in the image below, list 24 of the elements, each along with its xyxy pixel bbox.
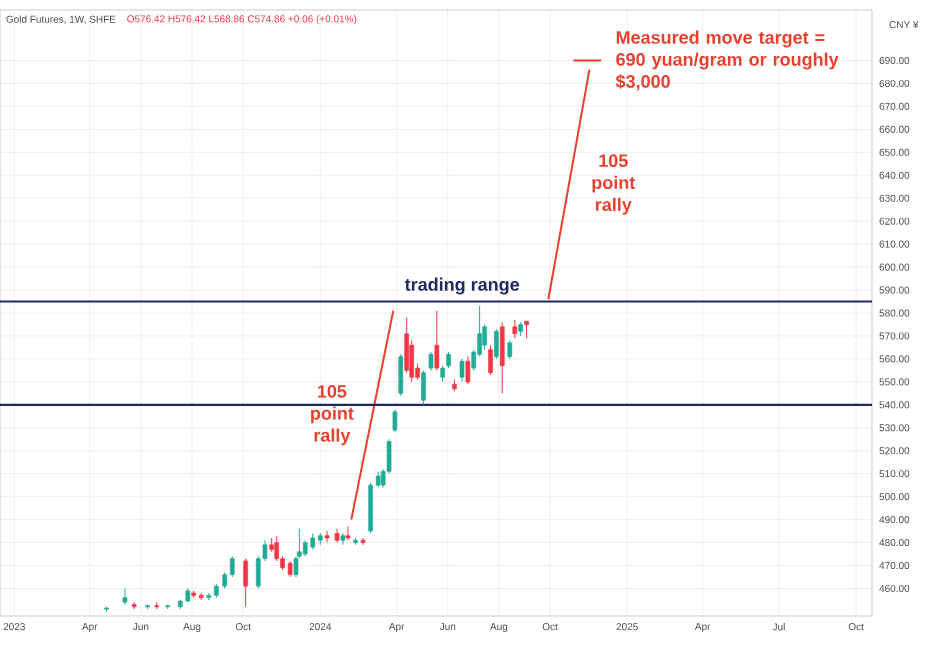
candlestick (398, 353, 404, 397)
ref-line-label: trading range (404, 277, 520, 295)
annotation: 105 point rally (592, 154, 636, 215)
candlestick (122, 587, 128, 606)
candlestick (243, 558, 248, 608)
candlestick (512, 319, 518, 339)
annotation: 105 point rally (311, 384, 354, 446)
candlestick (404, 317, 409, 374)
candlestick (324, 530, 330, 544)
candlestick (465, 356, 471, 385)
candlestick (488, 344, 493, 376)
candlestick (428, 351, 434, 371)
candlestick (340, 532, 346, 546)
candlestick (392, 408, 398, 433)
candlestick (345, 525, 351, 541)
annotation: Measured move target = 690 yuan/gram or roughly $3,000 (615, 30, 839, 91)
candlestick (434, 310, 440, 371)
candlestick (368, 482, 373, 534)
candlestick (459, 358, 465, 383)
candlestick (507, 340, 513, 360)
candlestick (421, 369, 426, 406)
candlestick (494, 328, 499, 360)
candlestick (274, 535, 280, 562)
candlestick (499, 321, 505, 394)
